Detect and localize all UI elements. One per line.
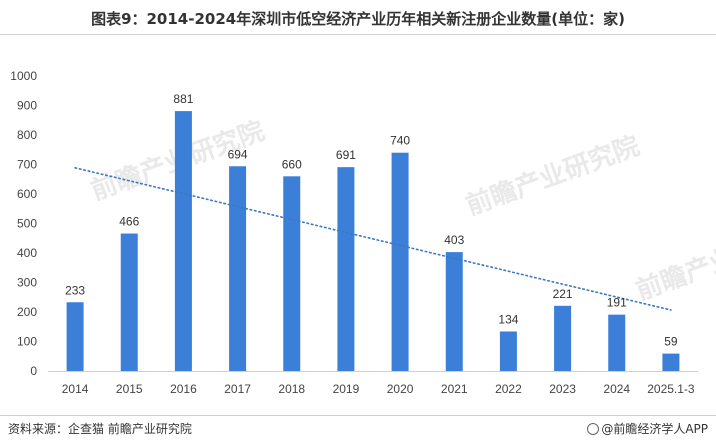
bars bbox=[66, 111, 680, 371]
y-tick-label: 400 bbox=[17, 246, 37, 260]
x-tick-label: 2018 bbox=[278, 382, 305, 396]
y-tick-label: 700 bbox=[17, 158, 37, 172]
data-label: 881 bbox=[173, 92, 193, 106]
data-label: 694 bbox=[228, 147, 248, 161]
source-note: 资料来源：企查猫 前瞻产业研究院 bbox=[8, 422, 192, 436]
data-label: 740 bbox=[390, 134, 410, 148]
trendline bbox=[74, 167, 672, 311]
data-label: 233 bbox=[65, 283, 85, 297]
footer-divider bbox=[0, 415, 716, 416]
title-divider bbox=[0, 34, 716, 35]
bar-2023 bbox=[554, 305, 572, 371]
bar-2025.1-3 bbox=[662, 353, 680, 371]
y-axis: 0 100 200 300 400 500 600 700 800 900 1000 bbox=[10, 69, 37, 378]
bar-2019 bbox=[337, 167, 355, 371]
x-tick-label: 2025.1-3 bbox=[647, 382, 695, 396]
x-axis: 2014 2015 2016 2017 2018 2019 2020 2021 2022 2023… bbox=[48, 371, 698, 396]
data-label: 403 bbox=[444, 233, 464, 247]
credit-text: @前瞻经济学人APP bbox=[601, 422, 708, 436]
data-labels: 233 466 881 694 660 691 740 403 134 221 191 59 bbox=[65, 92, 678, 348]
bar-2021 bbox=[445, 252, 463, 371]
y-tick-label: 100 bbox=[17, 335, 37, 349]
x-tick-label: 2015 bbox=[116, 382, 143, 396]
bar-2016 bbox=[174, 111, 192, 371]
bar-2015 bbox=[120, 233, 138, 371]
y-tick-label: 500 bbox=[17, 217, 37, 231]
y-tick-label: 600 bbox=[17, 187, 37, 201]
y-tick-label: 800 bbox=[17, 128, 37, 142]
y-tick-label: 900 bbox=[17, 99, 37, 113]
bar-2017 bbox=[229, 166, 247, 371]
x-tick-label: 2014 bbox=[62, 382, 89, 396]
y-tick-label: 200 bbox=[17, 305, 37, 319]
brand-logo-icon bbox=[587, 423, 600, 435]
bar-2022 bbox=[499, 331, 517, 371]
data-label: 221 bbox=[553, 287, 573, 301]
y-tick-label: 300 bbox=[17, 276, 37, 290]
x-tick-label: 2019 bbox=[333, 382, 360, 396]
x-tick-label: 2024 bbox=[603, 382, 630, 396]
x-tick-label: 2021 bbox=[441, 382, 468, 396]
data-label: 691 bbox=[336, 148, 356, 162]
watermark-2: 前瞻产业研究院 bbox=[632, 215, 716, 306]
bar-2018 bbox=[283, 176, 301, 371]
x-tick-label: 2016 bbox=[170, 382, 197, 396]
bar-2020 bbox=[391, 152, 409, 371]
y-tick-label: 1000 bbox=[10, 69, 37, 83]
data-label: 466 bbox=[119, 215, 139, 229]
x-tick-label: 2017 bbox=[224, 382, 251, 396]
chart-title: 图表9：2014-2024年深圳市低空经济产业历年相关新注册企业数量(单位：家) bbox=[91, 10, 625, 28]
trendline-line bbox=[74, 167, 672, 311]
data-label: 134 bbox=[498, 312, 518, 326]
credit-note: @前瞻经济学人APP bbox=[587, 420, 708, 437]
x-tick-label: 2020 bbox=[387, 382, 414, 396]
y-tick-label: 0 bbox=[30, 364, 37, 378]
data-label: 660 bbox=[282, 157, 302, 171]
data-label: 59 bbox=[664, 335, 678, 349]
x-tick-label: 2022 bbox=[495, 382, 522, 396]
bar-2024 bbox=[608, 314, 626, 371]
x-tick-label: 2023 bbox=[549, 382, 576, 396]
watermark-1: 前瞻产业研究院 bbox=[462, 130, 644, 221]
data-label: 191 bbox=[607, 296, 627, 310]
bar-2014 bbox=[66, 302, 84, 371]
